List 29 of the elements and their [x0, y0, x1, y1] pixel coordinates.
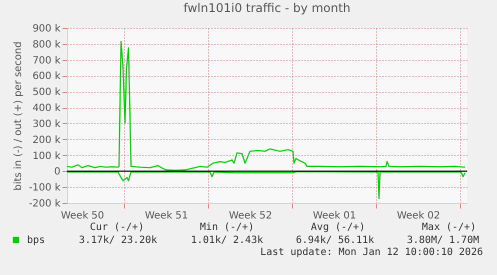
legend-label: bps	[27, 235, 46, 246]
y-tick-label: 100 k	[32, 150, 61, 162]
chart-title: fwln101i0 traffic - by month	[183, 1, 351, 15]
y-tick-label: 600 k	[32, 71, 61, 82]
x-tick-label: Week 01	[312, 210, 356, 222]
text: Cur (-/+)	[90, 222, 144, 233]
x-tick-label: Week 50	[60, 210, 104, 222]
text: 3.80M/ 1.70M	[406, 235, 480, 246]
y-tick-label: 300 k	[32, 118, 61, 130]
x-tick-label: Week 52	[228, 210, 272, 222]
y-tick-label: -200 k	[28, 198, 61, 210]
text: 3.17k/ 23.20k	[78, 235, 158, 246]
x-tick-label: Week 51	[144, 210, 188, 222]
text: 1.01k/ 2.43k	[190, 235, 264, 246]
text: Min (-/+)	[200, 222, 254, 233]
y-tick-label: 500 k	[32, 87, 61, 98]
y-tick-label: 200 k	[32, 134, 61, 146]
y-tick-label: 900 k	[32, 24, 61, 34]
text: Last update: Mon Jan 12 10:00:10 2026	[260, 247, 483, 258]
x-tick-label: Week 02	[396, 210, 440, 222]
text: 6.94k/ 56.11k	[296, 235, 374, 246]
y-tick-label: 800 k	[32, 39, 61, 50]
y-tick-label: 700 k	[32, 55, 61, 66]
text: Max (-/+)	[422, 222, 476, 233]
y-tick-label: -100 k	[28, 182, 61, 194]
y-axis-title: bits in (-) / out (+) per second	[12, 41, 24, 191]
text: Avg (-/+)	[310, 222, 366, 233]
y-tick-label: 400 k	[32, 103, 61, 114]
y-tick-label: 0	[54, 166, 60, 178]
